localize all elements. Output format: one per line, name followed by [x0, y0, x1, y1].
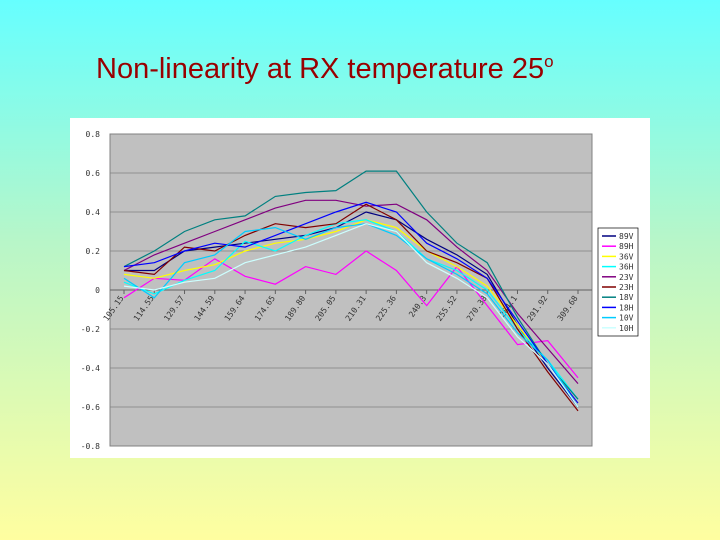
legend-label-23v: 23V: [619, 273, 634, 282]
series-line-23v: [123, 199, 579, 384]
y-tick-label: -0.4: [81, 364, 100, 373]
slide-title-text: Non-linearity at RX temperature 25: [96, 53, 545, 85]
y-axis-tick-labels: 0.8 0.6 0.4 0.2 0 -0.2 -0.4 -0.6 -0.8: [81, 130, 100, 451]
slide-title-superscript: o: [544, 52, 554, 71]
y-tick-label: -0.8: [81, 442, 100, 451]
series-line-89h: [123, 250, 579, 379]
y-tick-label: 0: [95, 286, 100, 295]
slide-title: Non-linearity at RX temperature 25o: [96, 52, 554, 86]
y-tick-label: 0.4: [86, 208, 101, 217]
series-line-36h: [123, 219, 579, 400]
series-line-10v: [123, 223, 579, 408]
legend-label-18v: 18V: [619, 293, 634, 302]
legend-label-36v: 36V: [619, 252, 634, 261]
legend-label-23h: 23H: [619, 283, 634, 292]
legend-label-89v: 89V: [619, 232, 634, 241]
y-tick-label: 0.6: [86, 169, 101, 178]
series-line-18h: [123, 201, 579, 404]
y-tick-label: 0.8: [86, 130, 101, 139]
series-lines: [123, 170, 579, 412]
y-tick-label: -0.2: [81, 325, 100, 334]
y-tick-label: -0.6: [81, 403, 100, 412]
series-line-18v: [123, 170, 579, 400]
legend-label-89h: 89H: [619, 242, 634, 251]
legend-label-18h: 18H: [619, 303, 634, 312]
line-chart: 0.80.60.40.20-0.2-0.4-0.6-0.8 105.15 114.…: [70, 118, 650, 458]
legend-label-10h: 10H: [619, 324, 634, 333]
series-line-23h: [123, 203, 579, 412]
series-line-10h: [123, 223, 579, 408]
legend-label-36h: 36H: [619, 263, 634, 272]
y-tick-label: 0.2: [86, 247, 101, 256]
legend-label-10v: 10V: [619, 314, 634, 323]
